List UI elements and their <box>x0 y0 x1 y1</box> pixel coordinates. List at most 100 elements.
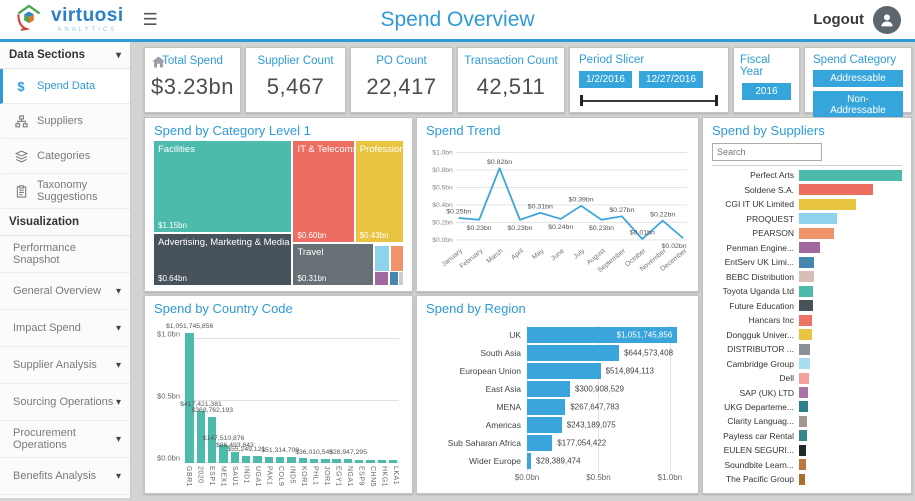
home-icon[interactable] <box>152 55 165 73</box>
region-bar[interactable] <box>527 362 601 379</box>
x-tick-label: CHN5 <box>369 466 377 488</box>
sidebar-item-spend-data[interactable]: $ Spend Data <box>0 69 130 104</box>
sidebar-item-suppliers[interactable]: Suppliers <box>0 104 130 139</box>
supplier-label: Future Education <box>729 300 794 311</box>
supplier-bar[interactable] <box>799 285 814 297</box>
slider-handle-end[interactable] <box>715 95 718 106</box>
non-addressable-button[interactable]: Non-Addressable <box>813 91 903 119</box>
supplier-bar[interactable] <box>799 314 813 326</box>
sidebar-item-impact-spend[interactable]: Impact Spend ▾ <box>0 310 130 347</box>
y-tick-label: $0.6bn <box>432 185 453 192</box>
region-bar[interactable] <box>527 380 570 397</box>
supplier-search-input[interactable] <box>712 143 822 161</box>
sidebar-item-supplier-analysis[interactable]: Supplier Analysis ▾ <box>0 347 130 384</box>
region-bar[interactable] <box>527 399 566 416</box>
sidebar-section-visualization[interactable]: Visualization <box>0 209 130 236</box>
country-bar-ind5[interactable] <box>287 457 296 463</box>
x-tick-label: GBR1 <box>184 466 192 488</box>
end-date-input[interactable]: 12/27/2016 <box>638 71 703 88</box>
country-bar-2020[interactable] <box>196 411 206 463</box>
addressable-button[interactable]: Addressable <box>813 70 903 87</box>
x-tick-label: $0.5bn <box>586 473 611 482</box>
chevron-down-icon: ▾ <box>115 359 121 371</box>
supplier-bar[interactable] <box>799 430 807 442</box>
trend-line[interactable] <box>458 167 684 240</box>
x-tick-label: IND1 <box>242 466 250 484</box>
region-bar-track: $644,573,408 <box>527 344 679 361</box>
supplier-bar[interactable] <box>799 415 808 427</box>
user-avatar[interactable] <box>873 5 901 34</box>
supplier-bar[interactable] <box>799 227 835 239</box>
fiscal-year-button[interactable]: 2016 <box>742 83 791 100</box>
supplier-bar[interactable] <box>799 242 820 254</box>
sidebar-item-benefits-analysis[interactable]: Benefits Analysis ▾ <box>0 458 130 495</box>
country-bar-kor1[interactable] <box>298 457 307 463</box>
country-bar-jor1[interactable] <box>321 458 330 463</box>
slider-handle-start[interactable] <box>580 95 583 106</box>
country-bar-lka1[interactable] <box>389 459 398 463</box>
sidebar-item-sourcing-operations[interactable]: Sourcing Operations ▾ <box>0 384 130 421</box>
treemap-block-advertising-marketing-media[interactable]: Advertising, Marketing & Media $0.64bn <box>154 234 292 285</box>
treemap-block-item[interactable] <box>374 272 389 285</box>
country-bar-mex1[interactable] <box>219 444 228 463</box>
period-range-slider[interactable] <box>579 94 719 107</box>
treemap-block-professiona[interactable]: Professiona... $0.43bn <box>355 141 403 242</box>
data-label: $147,510,876 <box>202 434 245 442</box>
supplier-bar[interactable] <box>799 401 808 413</box>
sidebar-item-categories[interactable]: Categories <box>0 139 130 174</box>
sidebar-item-taxonomy-suggestions[interactable]: Taxonomy Suggestions <box>0 174 130 209</box>
supplier-bar-track <box>799 430 902 442</box>
country-bar-esp9[interactable] <box>355 459 364 463</box>
supplier-bar[interactable] <box>799 256 815 268</box>
supplier-bar[interactable] <box>799 444 807 456</box>
treemap-block-item[interactable] <box>389 272 398 285</box>
treemap-block-it-telecoms[interactable]: IT & Telecoms $0.60bn <box>293 141 354 242</box>
supplier-bar[interactable] <box>799 358 810 370</box>
logout-button[interactable]: Logout <box>813 11 864 28</box>
supplier-bar[interactable] <box>799 473 806 485</box>
region-bar[interactable] <box>527 344 620 361</box>
supplier-bar[interactable] <box>799 300 813 312</box>
sidebar-section-data-sections[interactable]: Data Sections ▾ <box>0 42 130 69</box>
treemap-block-facilities[interactable]: Facilities $1.15bn <box>154 141 292 233</box>
region-bar[interactable] <box>527 417 562 434</box>
hamburger-menu-icon[interactable]: ☰ <box>142 9 158 29</box>
country-bar-gbr1[interactable] <box>185 332 194 463</box>
sidebar-item-label: Performance Snapshot <box>13 242 76 266</box>
supplier-bar[interactable] <box>799 329 812 341</box>
country-bar-phl1[interactable] <box>309 458 319 463</box>
region-bar[interactable] <box>527 453 532 470</box>
country-bar-nga1[interactable] <box>343 459 353 463</box>
region-bar[interactable] <box>527 435 553 452</box>
country-bar-egy1[interactable] <box>332 459 341 463</box>
chevron-down-icon: ▾ <box>115 322 121 334</box>
treemap-block-item[interactable] <box>374 246 389 272</box>
country-bar-sau1[interactable] <box>230 452 239 463</box>
country-bar-ind1[interactable] <box>241 456 251 463</box>
supplier-bar[interactable] <box>799 198 856 210</box>
region-bar[interactable] <box>527 326 678 343</box>
country-bar-uga1[interactable] <box>253 456 262 463</box>
supplier-bar[interactable] <box>799 372 809 384</box>
treemap-block-item[interactable] <box>399 272 403 285</box>
supplier-bar[interactable] <box>799 459 806 471</box>
supplier-bar[interactable] <box>799 343 811 355</box>
country-bar-hkg1[interactable] <box>377 459 387 463</box>
region-panel: Spend by Region UK $1,051,745,856 South As… <box>416 295 699 494</box>
sidebar-item-general-overview[interactable]: General Overview ▾ <box>0 273 130 310</box>
supplier-bar[interactable] <box>799 169 902 181</box>
treemap-block-item[interactable] <box>390 246 403 272</box>
supplier-bar[interactable] <box>799 184 874 196</box>
sidebar-item-procurement-operations[interactable]: Procurement Operations ▾ <box>0 421 130 458</box>
supplier-bar[interactable] <box>799 387 809 398</box>
country-bar-chn5[interactable] <box>366 459 375 463</box>
region-bar-track: $514,894,113 <box>527 362 679 379</box>
sidebar-item-performance-snapshot[interactable]: Performance Snapshot <box>0 236 130 273</box>
supplier-bar[interactable] <box>799 213 838 225</box>
start-date-input[interactable]: 1/2/2016 <box>579 71 632 88</box>
treemap-block-travel[interactable]: Travel $0.31bn <box>293 243 373 285</box>
supplier-bar[interactable] <box>799 271 814 283</box>
country-bar-pak1[interactable] <box>264 456 273 463</box>
country-bar-esp1[interactable] <box>207 417 217 463</box>
country-bar-col9[interactable] <box>275 456 285 463</box>
